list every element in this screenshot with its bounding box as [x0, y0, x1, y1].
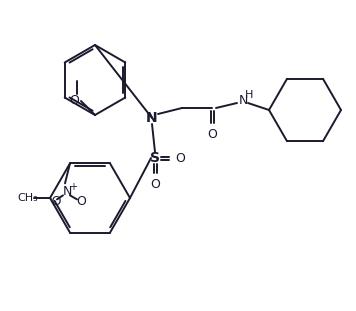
- Text: O: O: [175, 151, 185, 165]
- Text: O: O: [76, 195, 86, 208]
- Text: N: N: [62, 185, 72, 198]
- Text: N: N: [238, 94, 248, 106]
- Text: ⁻O: ⁻O: [45, 195, 61, 208]
- Text: O: O: [207, 128, 217, 141]
- Text: +: +: [69, 182, 77, 193]
- Text: CH₃: CH₃: [18, 193, 38, 203]
- Text: H: H: [245, 90, 253, 100]
- Text: N: N: [146, 111, 158, 125]
- Text: O: O: [150, 179, 160, 192]
- Text: O: O: [69, 94, 79, 106]
- Text: S: S: [150, 151, 160, 165]
